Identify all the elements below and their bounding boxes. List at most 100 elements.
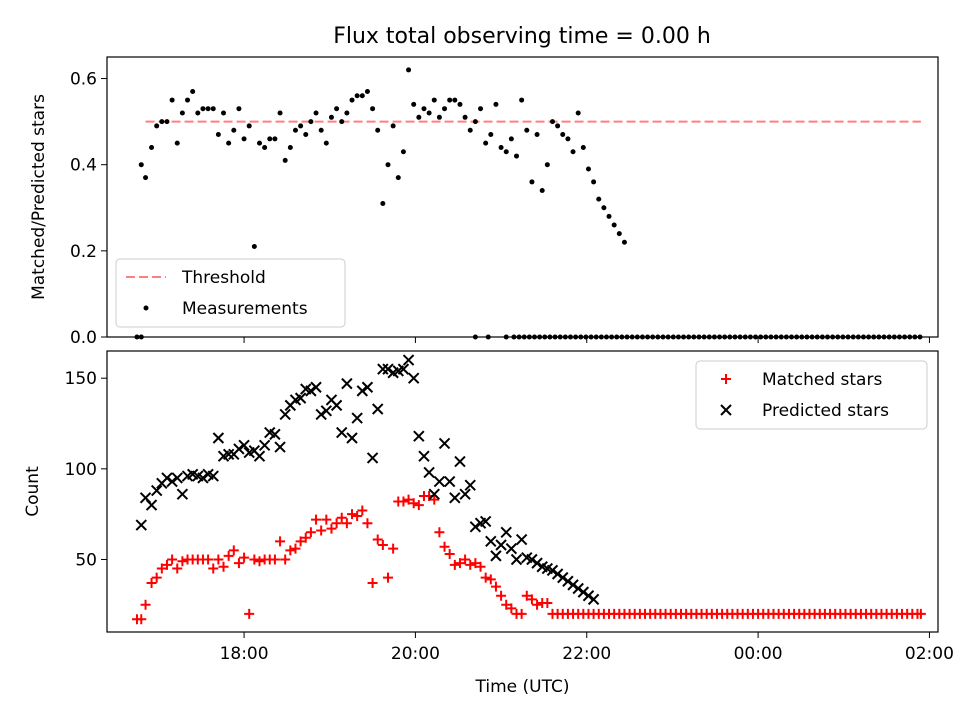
- matched-point: [295, 536, 306, 547]
- measurement-point: [472, 119, 478, 125]
- measurement-point: [516, 334, 522, 340]
- measurement-point: [871, 334, 877, 340]
- matched-point: [506, 603, 517, 614]
- measurement-point: [318, 127, 324, 133]
- legend-matched-swatch: [721, 374, 731, 384]
- matched-point: [352, 510, 363, 521]
- predicted-point: [336, 426, 348, 439]
- measurement-point: [809, 334, 815, 340]
- measurement-point: [406, 67, 412, 73]
- measurement-point: [411, 101, 417, 107]
- measurement-point: [814, 334, 820, 340]
- measurement-point: [215, 132, 221, 138]
- measurement-point: [267, 136, 273, 142]
- predicted-point: [253, 450, 266, 462]
- measurement-point: [603, 334, 609, 340]
- predicted-point: [577, 586, 590, 598]
- measurement-point: [364, 88, 370, 94]
- measurement-point: [866, 334, 872, 340]
- measurement-point: [591, 179, 597, 185]
- predicted-point: [546, 564, 559, 577]
- measurement-point: [573, 334, 579, 340]
- matched-point: [331, 518, 342, 529]
- measurement-point: [555, 123, 561, 129]
- x-tick-label: 22:00: [562, 644, 611, 664]
- measurement-point: [164, 119, 170, 125]
- measurement-point: [881, 334, 887, 340]
- measurement-point: [706, 334, 712, 340]
- measurement-point: [488, 132, 494, 138]
- measurement-point: [498, 144, 504, 150]
- predicted-point: [310, 381, 322, 393]
- matched-point: [239, 552, 250, 563]
- measurement-point: [442, 106, 448, 112]
- predicted-point: [274, 441, 286, 453]
- measurement-point: [557, 334, 563, 340]
- y-tick-label: 0.0: [70, 328, 97, 348]
- measurement-point: [241, 136, 247, 142]
- measurement-point: [308, 119, 314, 125]
- measurement-point: [634, 334, 640, 340]
- predicted-point: [505, 542, 518, 555]
- measurement-point: [645, 334, 651, 340]
- count-panel: 50 100 150 18:00 20:00 22:00 00:00 02:00 Count Ti…: [23, 350, 954, 697]
- y-tick-label: 0.6: [70, 70, 97, 90]
- matched-point: [140, 599, 151, 610]
- matched-point: [321, 514, 332, 525]
- measurement-point: [773, 334, 779, 340]
- measurement-point: [447, 97, 453, 103]
- predicted-point: [443, 475, 456, 488]
- predicted-point: [356, 385, 369, 397]
- x-tick-label: 02:00: [905, 644, 954, 664]
- measurement-point: [138, 334, 144, 340]
- measurement-point: [588, 334, 594, 340]
- predicted-point: [279, 408, 291, 421]
- measurement-point: [794, 334, 800, 340]
- measurement-point: [524, 127, 530, 133]
- matched-point: [521, 590, 532, 601]
- matched-point: [915, 608, 926, 619]
- measurement-point: [190, 88, 196, 94]
- measurement-point: [400, 149, 406, 155]
- matched-point: [454, 558, 465, 569]
- measurement-point: [511, 334, 517, 340]
- measurement-point: [686, 334, 692, 340]
- measurement-point: [621, 239, 627, 245]
- predicted-point: [135, 519, 147, 531]
- measurement-point: [426, 110, 432, 116]
- legend-box: [115, 258, 346, 328]
- measurement-point: [380, 200, 386, 206]
- predicted-point: [294, 392, 307, 404]
- measurement-point: [598, 334, 604, 340]
- matched-point: [475, 561, 486, 572]
- measurement-point: [521, 334, 527, 340]
- measurement-point: [886, 334, 892, 340]
- measurement-point: [758, 334, 764, 340]
- matched-point: [311, 514, 322, 525]
- matched-point: [336, 512, 347, 523]
- predicted-point: [315, 408, 327, 421]
- matched-point: [218, 561, 229, 572]
- measurement-point: [514, 153, 520, 159]
- predicted-point: [150, 484, 163, 497]
- measurement-point: [339, 119, 345, 125]
- legend-measurement-swatch: [143, 305, 149, 311]
- matched-point: [532, 599, 543, 610]
- measurement-point: [860, 334, 866, 340]
- measurement-point: [783, 334, 789, 340]
- matched-point: [526, 594, 537, 605]
- y-tick-label: 50: [75, 550, 97, 570]
- predicted-point: [423, 466, 435, 479]
- measurement-point: [912, 334, 918, 340]
- matched-point: [347, 509, 358, 520]
- y-axis-label: Matched/Predicted stars: [29, 94, 49, 300]
- measurement-point: [601, 205, 607, 211]
- predicted-point: [433, 475, 446, 488]
- measurement-point: [143, 175, 149, 181]
- measurement-point: [614, 334, 620, 340]
- measurement-point: [593, 334, 599, 340]
- measurement-point: [210, 106, 216, 112]
- measurement-point: [732, 334, 738, 340]
- measurement-point: [200, 106, 206, 112]
